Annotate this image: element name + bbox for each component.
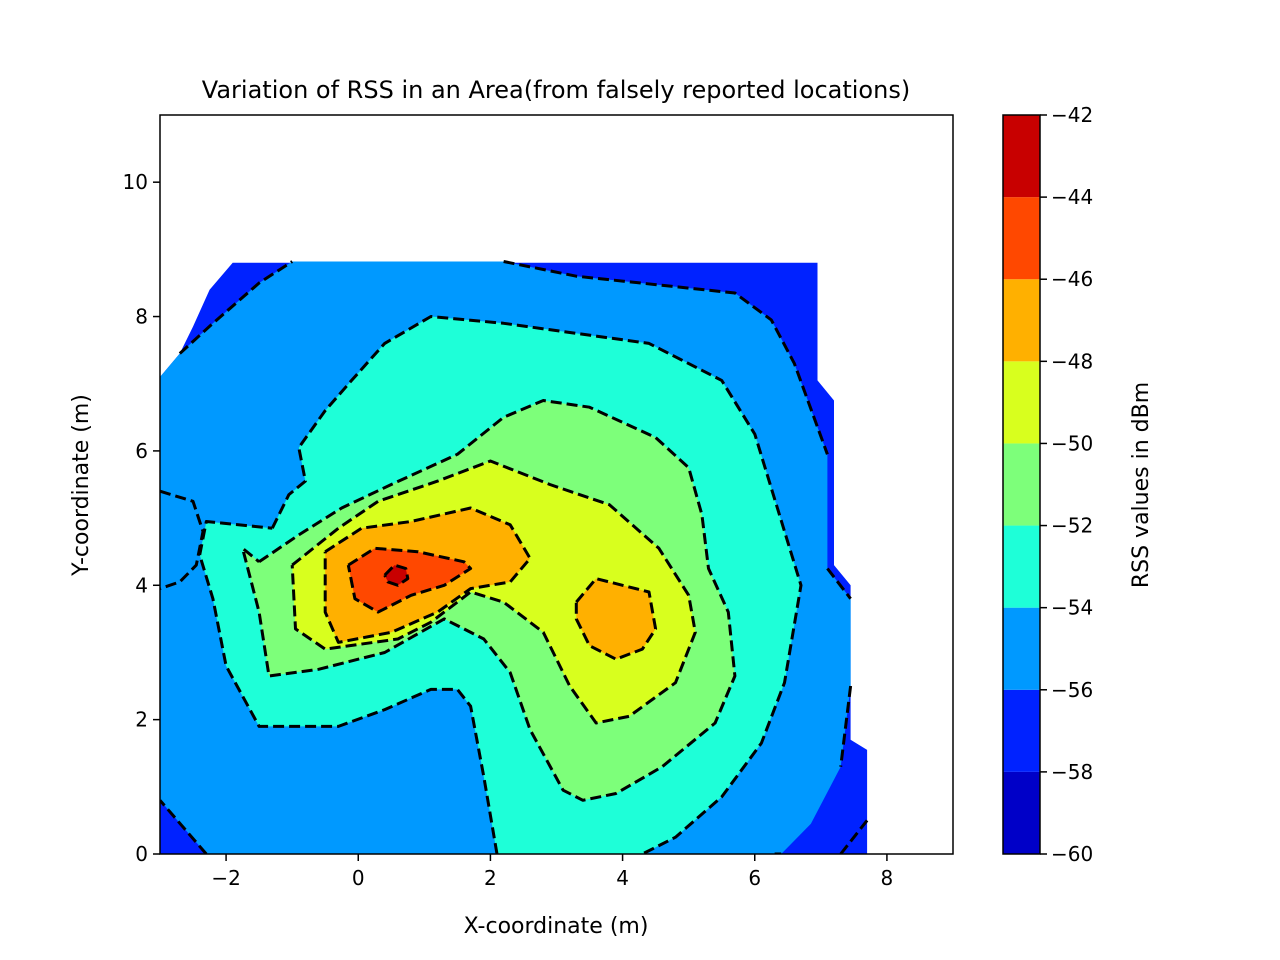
y-tick-label-2: 4	[135, 573, 148, 597]
colorbar-band-4	[1003, 443, 1040, 526]
colorbar-label: RSS values in dBm	[1129, 382, 1154, 588]
colorbar-tick-label-9: −60	[1051, 842, 1093, 866]
contour-line-4	[839, 819, 869, 854]
y-tick-label-3: 6	[135, 439, 148, 463]
x-tick-label-4: 6	[748, 866, 761, 890]
colorbar-frame	[1002, 114, 1041, 855]
colorbar-tick-label-0: −42	[1051, 103, 1093, 127]
colorbar-band-6	[1003, 279, 1040, 362]
contour-line-2	[826, 567, 852, 600]
contour-line-10	[241, 399, 737, 802]
contour-region-6	[576, 578, 656, 660]
colorbar-tick-label-8: −58	[1051, 760, 1093, 784]
colorbar-band-1	[1003, 689, 1040, 772]
colorbar-tick-label-6: −54	[1051, 596, 1093, 620]
x-axis-label: X-coordinate (m)	[464, 914, 649, 939]
x-tick-label-1: 0	[352, 866, 365, 890]
colorbar-band-0	[1003, 771, 1040, 854]
contour-line-12	[323, 506, 532, 644]
y-axis-label: Y-coordinate (m)	[69, 394, 94, 577]
colorbar-band-5	[1003, 361, 1040, 444]
colorbar-band-8	[1003, 115, 1040, 198]
contour-line-15	[383, 563, 410, 587]
x-tick-label-3: 4	[616, 866, 629, 890]
contour-line-9	[198, 520, 499, 854]
y-tick-label-1: 2	[135, 708, 148, 732]
colorbar-band-3	[1003, 525, 1040, 608]
colorbar-tick-label-7: −56	[1051, 678, 1093, 702]
colorbar-tick-label-3: −48	[1051, 349, 1093, 373]
contour-line-8	[270, 315, 803, 854]
y-tick-label-0: 0	[135, 842, 148, 866]
contour-line-0	[178, 260, 294, 355]
y-axis: 0 2 4 6 8 10	[123, 170, 160, 866]
colorbar-tick-label-4: −50	[1051, 431, 1093, 455]
y-tick-label-4: 8	[135, 305, 148, 329]
x-axis: −2 0 2 4 6 8	[211, 854, 893, 890]
colorbar-band-2	[1003, 607, 1040, 690]
contour-line-14	[346, 546, 473, 614]
colorbar-tick-label-1: −44	[1051, 185, 1093, 209]
colorbar-band-7	[1003, 197, 1040, 280]
contour-regions	[160, 261, 868, 854]
contour-line-11	[290, 459, 697, 725]
contour-region-9	[160, 491, 203, 589]
y-tick-label-5: 10	[123, 170, 148, 194]
x-tick-label-2: 2	[484, 866, 497, 890]
contour-line-1	[503, 260, 829, 455]
x-tick-label-5: 8	[881, 866, 894, 890]
contour-line-13	[574, 577, 658, 661]
colorbar-tick-label-2: −46	[1051, 267, 1093, 291]
plot-frame	[159, 114, 954, 855]
contour-line-3	[839, 685, 853, 767]
contour-line-6	[160, 799, 208, 854]
contour-lines	[160, 260, 869, 854]
contour-region-7	[348, 548, 471, 613]
plot-area	[160, 260, 869, 854]
chart-title: Variation of RSS in an Area(from falsely…	[202, 76, 910, 104]
colorbar: −42 −44 −46 −48 −50 −52 −54 −56 −58 −60	[1003, 103, 1093, 866]
colorbar-tick-label-5: −52	[1051, 514, 1093, 538]
x-tick-label-0: −2	[211, 866, 240, 890]
